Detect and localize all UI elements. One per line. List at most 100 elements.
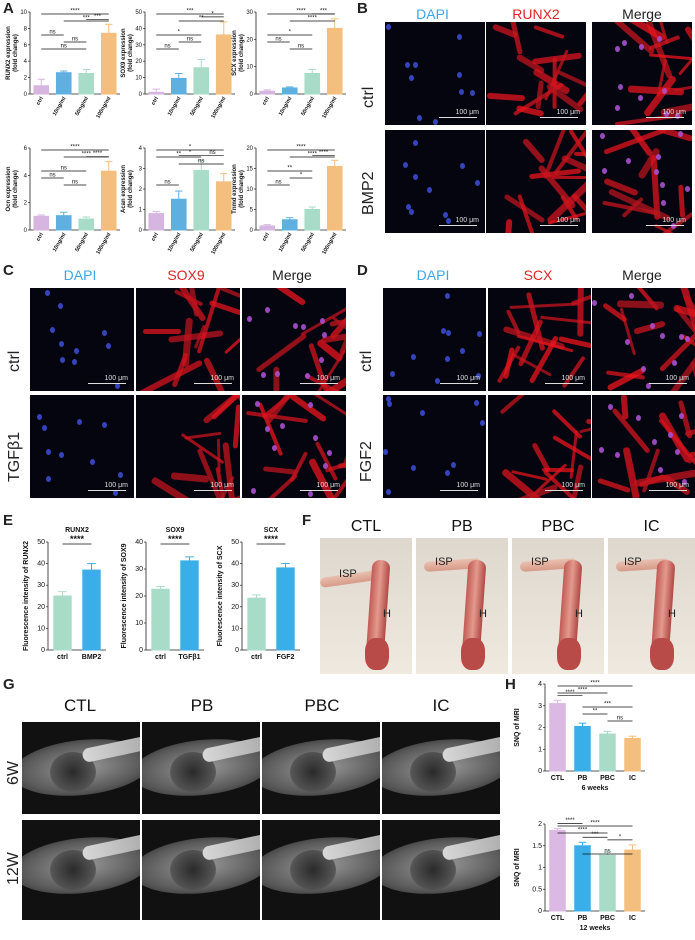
chart-e2: 0 10 20 30 40 ctrl TGFβ1 Fluorescence intensity… xyxy=(121,527,204,661)
scale-bar-label: 100 μm xyxy=(556,109,581,116)
y-tick-label-ocn-0: 0 xyxy=(24,228,28,234)
panel-label-b: B xyxy=(357,0,368,17)
y-axis-label2-acan: (fold change) xyxy=(128,170,134,208)
bar-acan-3 xyxy=(215,181,232,231)
y-axis-label-acan: Acan expression xyxy=(121,165,127,213)
bar-scx-0 xyxy=(259,90,276,95)
y-axis-label-e3: Fluorescence intensity of SCX xyxy=(217,545,224,646)
bar-tnmd-2 xyxy=(304,209,321,231)
y-tick-label-e3-3: 30 xyxy=(231,582,239,589)
category-label-runx2-0: ctrl xyxy=(36,96,46,107)
panel-label-d: D xyxy=(357,262,368,279)
bar-runx2-3 xyxy=(100,32,117,95)
category-label-e3-0: ctrl xyxy=(251,654,262,661)
category-label-e3-1: FGF2 xyxy=(277,654,295,661)
y-tick-label-h1-1: 1 xyxy=(538,746,542,753)
bar-h2-0 xyxy=(549,830,566,912)
y-tick-label-e3-0: 0 xyxy=(235,647,239,654)
sig-label-h1-5: ns xyxy=(617,716,623,722)
sig-label-tnmd-5: ns xyxy=(275,180,281,186)
bar-h1-3 xyxy=(624,737,641,772)
panel-b-image-1-0: 100 μm xyxy=(385,130,485,233)
y-tick-label-tnmd-1: 5 xyxy=(250,208,254,214)
y-tick-label-scx-2: 20 xyxy=(246,37,253,43)
isp-label: ISP xyxy=(623,556,642,568)
category-label-h1-1: PB xyxy=(578,775,588,782)
y-tick-label-ocn-2: 4 xyxy=(24,173,28,179)
humerus-label: H xyxy=(479,608,487,620)
category-label-ocn-3: 100ng/ml xyxy=(95,232,112,256)
sig-label-h1-3: *** xyxy=(604,702,612,708)
y-tick-label-acan-3: 3 xyxy=(139,167,143,173)
sig-label-h1-4: ** xyxy=(593,709,598,715)
panel-label-e: E xyxy=(3,512,14,529)
y-tick-label-e2-1: 10 xyxy=(135,620,143,627)
y-tick-label-e2-4: 40 xyxy=(135,539,143,546)
y-tick-label-scx-1: 10 xyxy=(246,65,253,71)
bar-tnmd-1 xyxy=(281,219,298,231)
panel-c-row-tgfb1: TGFβ1 xyxy=(6,431,23,482)
scale-bar-label: 100 μm xyxy=(210,375,235,382)
panel-g-mri-1-3 xyxy=(382,820,500,920)
y-tick-label-h1-2: 2 xyxy=(538,725,542,732)
chart-ocn: 0 2 4 6 ctrl 10ng/ml 50ng/ml 100ng/ml Ocn expres… xyxy=(6,145,120,256)
category-label-h1-2: PBC xyxy=(600,775,615,782)
bar-e3-0 xyxy=(247,597,266,651)
sig-label-runx2-3: ns xyxy=(49,30,55,36)
sig-label-h1-1: **** xyxy=(578,688,588,694)
y-tick-label-scx-0: 0 xyxy=(250,92,254,98)
category-label-e1-1: BMP2 xyxy=(82,654,102,661)
panel-c-col-merge: Merge xyxy=(272,267,312,283)
panel-c-col-sox9: SOX9 xyxy=(167,267,205,283)
y-tick-label-runx2-1: 2 xyxy=(24,76,28,82)
category-label-h2-2: PBC xyxy=(600,915,615,922)
sig-label-ocn-4: ns xyxy=(49,173,55,179)
x-axis-label-h2: 12 weeks xyxy=(580,925,611,932)
chart-title-e1: RUNX2 xyxy=(65,527,89,534)
y-axis-label2-scx: (fold change) xyxy=(239,34,245,72)
sig-label-ocn-0: **** xyxy=(70,145,80,151)
y-axis-label-e2: Fluorescence intensity of SOX9 xyxy=(121,543,128,648)
y-tick-label-h1-0: 0 xyxy=(538,768,542,775)
category-label-scx-3: 100ng/ml xyxy=(321,96,338,120)
panel-label-c: C xyxy=(3,262,14,279)
category-label-scx-0: ctrl xyxy=(262,96,272,107)
category-label-scx-1: 10ng/ml xyxy=(278,96,294,117)
y-tick-label-tnmd-4: 20 xyxy=(246,146,253,152)
sig-label-e3: **** xyxy=(264,534,279,544)
category-label-h1-0: CTL xyxy=(551,775,565,782)
chart-scx: 0 10 20 30 ctrl 10ng/ml 50ng/ml 100ng/ml SCX exp… xyxy=(232,8,346,120)
panel-d-row-ctrl: ctrl xyxy=(358,350,375,372)
sig-label-sox9-1: ** xyxy=(199,16,204,22)
isp-label: ISP xyxy=(435,556,453,568)
sig-label-runx2-1: *** xyxy=(83,16,91,22)
y-axis-label-sox9: SOX9 expression xyxy=(121,28,127,78)
panel-f-col-pb: PB xyxy=(451,518,473,535)
panel-label-h: H xyxy=(505,676,516,693)
y-tick-label-sox9-2: 20 xyxy=(135,59,142,65)
scale-bar-label: 100 μm xyxy=(316,375,341,382)
category-label-ocn-2: 50ng/ml xyxy=(74,232,90,253)
y-tick-label-h1-3: 3 xyxy=(538,703,542,710)
sig-label-tnmd-4: * xyxy=(300,173,303,179)
category-label-ocn-1: 10ng/ml xyxy=(52,232,68,253)
category-label-e1-0: ctrl xyxy=(57,654,68,661)
isp-label: ISP xyxy=(531,556,549,568)
panel-d-col-scx: SCX xyxy=(523,267,553,283)
y-tick-label-e2-3: 30 xyxy=(135,566,143,573)
y-tick-label-sox9-5: 50 xyxy=(135,10,142,16)
bar-scx-2 xyxy=(304,73,321,95)
sig-label-sox9-3: * xyxy=(178,30,181,36)
panel-c-row-ctrl: ctrl xyxy=(6,350,23,372)
y-tick-label-runx2-5: 10 xyxy=(20,10,27,16)
sig-label-ocn-1: **** xyxy=(82,152,92,158)
panel-d-image-0-0: 100 μm xyxy=(383,288,486,391)
sig-label-scx-3: * xyxy=(289,30,292,36)
panel-f-photo-3: ISP H xyxy=(608,538,695,674)
y-tick-label-ocn-1: 2 xyxy=(24,201,28,207)
y-tick-label-ocn-3: 6 xyxy=(24,146,28,152)
bar-h1-1 xyxy=(574,725,591,772)
bar-sox9-3 xyxy=(215,34,232,95)
y-tick-label-acan-4: 4 xyxy=(139,146,143,152)
